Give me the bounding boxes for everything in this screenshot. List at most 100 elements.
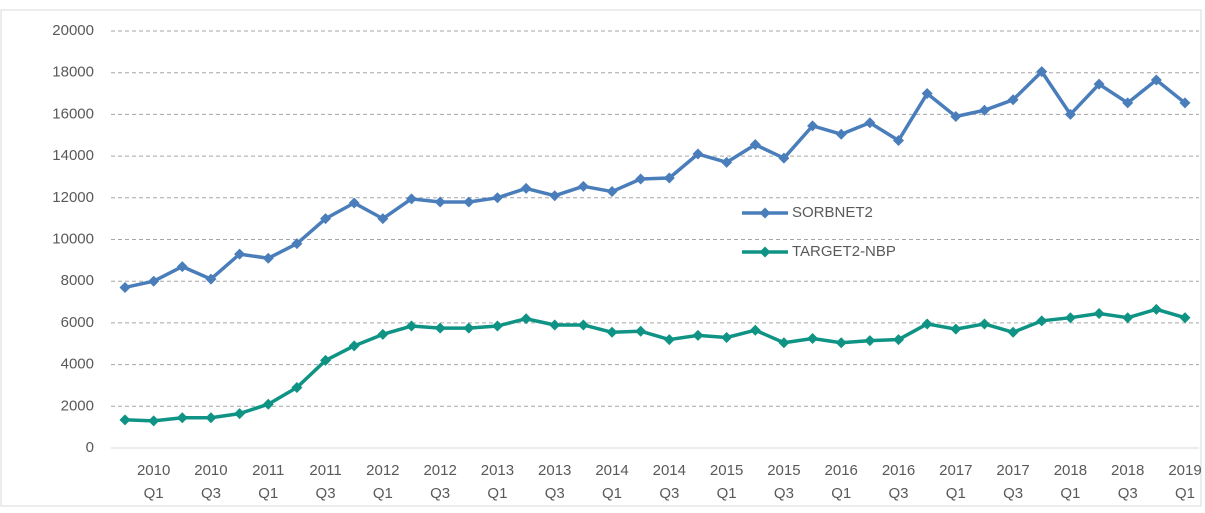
data-point [807, 120, 819, 132]
y-tick-label: 12000 [52, 189, 94, 206]
y-tick-label: 6000 [61, 314, 94, 331]
data-point [234, 248, 246, 260]
data-point [721, 156, 733, 168]
data-point [835, 337, 847, 349]
x-tick-label: Q3 [545, 485, 565, 502]
data-point [577, 180, 589, 192]
y-tick-label: 2000 [61, 397, 94, 414]
data-point [119, 281, 131, 293]
data-point [405, 320, 417, 332]
x-tick-label: Q1 [717, 485, 737, 502]
data-point [663, 334, 675, 346]
data-point [606, 186, 618, 198]
x-tick-label: 2018 [1054, 462, 1087, 479]
x-tick-label: Q1 [602, 485, 622, 502]
data-point [1064, 108, 1076, 120]
x-tick-label: 2018 [1111, 462, 1144, 479]
x-tick-label: 2014 [653, 462, 686, 479]
data-point [491, 192, 503, 204]
data-point [1093, 78, 1105, 90]
x-tick-label: 2017 [996, 462, 1029, 479]
data-point [1007, 94, 1019, 106]
data-point [778, 337, 790, 349]
x-tick-label: 2011 [309, 462, 341, 479]
data-point [549, 319, 561, 331]
data-point [1150, 74, 1162, 86]
data-point [950, 110, 962, 122]
data-point [1122, 97, 1134, 109]
data-point [577, 319, 589, 331]
x-tick-label: 2010 [194, 462, 227, 479]
x-tick-label: Q3 [774, 485, 794, 502]
x-tick-label: Q3 [1003, 485, 1023, 502]
data-point [176, 412, 188, 424]
y-tick-label: 16000 [52, 105, 94, 122]
x-tick-label: Q3 [316, 485, 336, 502]
data-point [491, 320, 503, 332]
data-point [405, 193, 417, 205]
data-point [262, 252, 274, 264]
data-point [377, 213, 389, 225]
x-tick-label: Q1 [946, 485, 966, 502]
y-tick-label: 4000 [61, 356, 94, 373]
x-tick-label: 2013 [538, 462, 571, 479]
data-point [663, 172, 675, 184]
data-point [348, 340, 360, 352]
chart-border [0, 9, 1202, 507]
x-tick-label: 2016 [825, 462, 858, 479]
data-point [520, 182, 532, 194]
data-point [434, 196, 446, 208]
data-point [893, 134, 905, 146]
x-tick-label: 2012 [423, 462, 456, 479]
x-tick-label: 2011 [252, 462, 284, 479]
data-point [291, 382, 303, 394]
y-tick-label: 0 [86, 439, 94, 456]
x-tick-label: 2013 [481, 462, 514, 479]
data-point [778, 152, 790, 164]
data-point [520, 313, 532, 325]
y-tick-label: 10000 [52, 230, 94, 247]
x-tick-label: 2016 [882, 462, 915, 479]
data-point [348, 197, 360, 209]
x-tick-label: Q1 [373, 485, 393, 502]
data-point [749, 139, 761, 151]
y-tick-label: 18000 [52, 64, 94, 81]
x-tick-label: 2015 [710, 462, 743, 479]
data-point [1064, 312, 1076, 324]
x-tick-label: 2015 [767, 462, 800, 479]
x-tick-label: Q3 [889, 485, 909, 502]
data-point [205, 412, 217, 424]
data-point [1007, 326, 1019, 338]
data-point [320, 213, 332, 225]
data-point [262, 398, 274, 410]
data-point [978, 318, 990, 330]
x-tick-label: Q3 [201, 485, 221, 502]
data-point [835, 128, 847, 140]
data-point [1179, 97, 1191, 109]
data-point [864, 117, 876, 129]
data-point [950, 323, 962, 335]
data-point [978, 104, 990, 116]
legend-marker [759, 246, 771, 258]
x-tick-label: 2012 [366, 462, 399, 479]
data-point [721, 331, 733, 343]
x-tick-label: Q1 [144, 485, 164, 502]
data-point [921, 88, 933, 100]
data-point [1093, 308, 1105, 320]
data-point [549, 190, 561, 202]
data-point [234, 408, 246, 420]
legend-label: SORBNET2 [792, 204, 873, 221]
data-point [1150, 303, 1162, 315]
data-point [635, 173, 647, 185]
x-tick-label: 2019 [1168, 462, 1201, 479]
data-point [606, 326, 618, 338]
series-line [124, 307, 1186, 423]
data-point [377, 328, 389, 340]
data-point [864, 335, 876, 347]
x-tick-label: Q1 [1060, 485, 1080, 502]
data-point [749, 324, 761, 336]
series-line [124, 69, 1187, 290]
x-tick-label: Q3 [430, 485, 450, 502]
data-point [893, 334, 905, 346]
